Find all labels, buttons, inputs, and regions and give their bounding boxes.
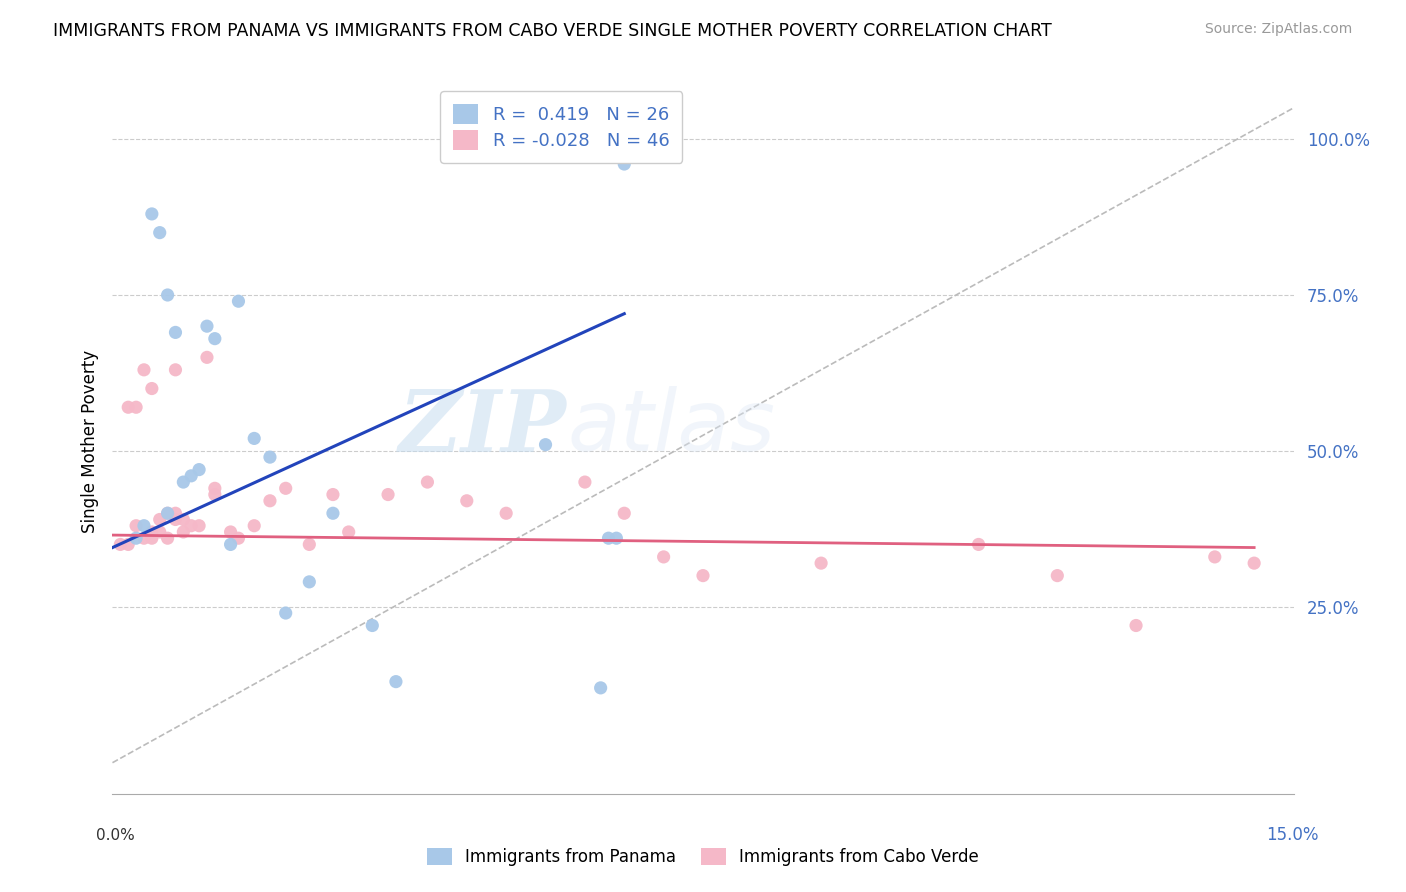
Point — [141, 524, 163, 539]
Point — [243, 518, 266, 533]
Text: 0.0%: 0.0% — [96, 829, 135, 843]
Point — [180, 468, 202, 483]
Point — [810, 556, 832, 570]
Point — [613, 157, 636, 171]
Point — [274, 481, 297, 495]
Point — [589, 681, 612, 695]
Point — [132, 531, 155, 545]
Point — [156, 506, 179, 520]
Point — [125, 531, 148, 545]
Point — [1243, 556, 1265, 570]
Point — [243, 432, 266, 446]
Point — [156, 288, 179, 302]
Point — [125, 401, 148, 415]
Point — [110, 537, 132, 551]
Point — [195, 319, 218, 334]
Point — [141, 382, 163, 396]
Point — [149, 524, 172, 539]
Point — [188, 518, 211, 533]
Point — [1046, 568, 1069, 582]
Point — [172, 475, 194, 489]
Point — [132, 518, 155, 533]
Point — [204, 481, 226, 495]
Point — [598, 531, 620, 545]
Point — [117, 401, 139, 415]
Point — [652, 549, 675, 564]
Point — [322, 506, 344, 520]
Point — [219, 537, 242, 551]
Point — [534, 437, 557, 451]
Point — [692, 568, 714, 582]
Point — [156, 531, 179, 545]
Point — [228, 294, 250, 309]
Point — [495, 506, 517, 520]
Text: atlas: atlas — [567, 386, 775, 469]
Point — [574, 475, 596, 489]
Legend: R =  0.419   N = 26, R = -0.028   N = 46: R = 0.419 N = 26, R = -0.028 N = 46 — [440, 91, 682, 162]
Point — [1204, 549, 1226, 564]
Point — [165, 512, 187, 526]
Point — [172, 512, 194, 526]
Point — [298, 537, 321, 551]
Point — [204, 487, 226, 501]
Y-axis label: Single Mother Poverty: Single Mother Poverty — [80, 350, 98, 533]
Point — [416, 475, 439, 489]
Point — [172, 524, 194, 539]
Point — [132, 363, 155, 377]
Point — [141, 207, 163, 221]
Point — [141, 531, 163, 545]
Point — [361, 618, 384, 632]
Point — [149, 512, 172, 526]
Point — [228, 531, 250, 545]
Point — [259, 450, 281, 464]
Point — [156, 506, 179, 520]
Point — [456, 493, 478, 508]
Text: 15.0%: 15.0% — [1267, 826, 1319, 844]
Point — [204, 332, 226, 346]
Point — [967, 537, 990, 551]
Point — [298, 574, 321, 589]
Point — [605, 531, 627, 545]
Point — [125, 518, 148, 533]
Text: ZIP: ZIP — [399, 385, 567, 469]
Legend: Immigrants from Panama, Immigrants from Cabo Verde: Immigrants from Panama, Immigrants from … — [420, 841, 986, 873]
Point — [195, 351, 218, 365]
Point — [117, 537, 139, 551]
Point — [274, 606, 297, 620]
Point — [165, 506, 187, 520]
Point — [322, 487, 344, 501]
Point — [1125, 618, 1147, 632]
Point — [180, 518, 202, 533]
Point — [337, 524, 360, 539]
Point — [385, 674, 408, 689]
Point — [165, 326, 187, 340]
Text: IMMIGRANTS FROM PANAMA VS IMMIGRANTS FROM CABO VERDE SINGLE MOTHER POVERTY CORRE: IMMIGRANTS FROM PANAMA VS IMMIGRANTS FRO… — [53, 22, 1052, 40]
Point — [613, 506, 636, 520]
Point — [219, 524, 242, 539]
Point — [377, 487, 399, 501]
Point — [149, 226, 172, 240]
Point — [165, 363, 187, 377]
Point — [188, 462, 211, 476]
Point — [259, 493, 281, 508]
Text: Source: ZipAtlas.com: Source: ZipAtlas.com — [1205, 22, 1353, 37]
